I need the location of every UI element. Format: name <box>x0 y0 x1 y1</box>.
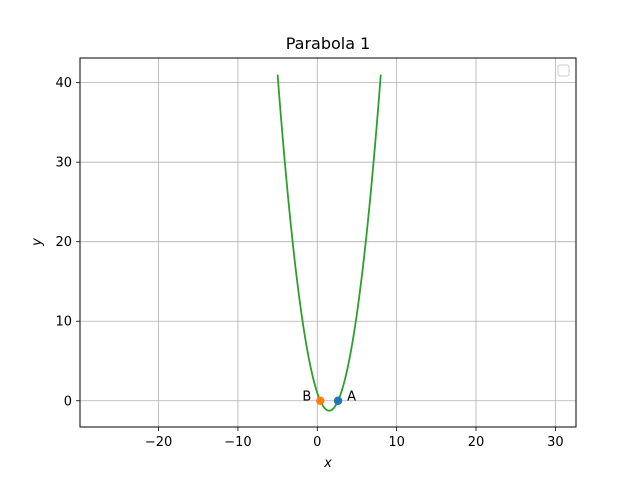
x-tick-label: 10 <box>388 435 405 450</box>
axes-frame <box>79 57 577 428</box>
y-tick-label: 30 <box>55 156 72 171</box>
point-a-label: A <box>347 389 356 404</box>
x-axis-ticks: −20 −10 0 10 20 30 <box>145 427 564 450</box>
grid-lines <box>80 58 576 427</box>
chart-title: Parabola 1 <box>286 34 371 53</box>
y-axis-ticks: 0 10 20 30 40 <box>55 76 80 409</box>
point-a-marker <box>333 396 343 405</box>
point-b-label: B <box>302 389 311 404</box>
y-axis-label: y <box>30 238 45 247</box>
parabola-curve <box>276 74 382 412</box>
y-tick-label: 40 <box>55 76 72 91</box>
x-tick-label: 0 <box>313 435 321 450</box>
x-tick-label: 30 <box>547 435 564 450</box>
y-tick-label: 0 <box>64 394 72 409</box>
plot-area: AB <box>276 74 382 412</box>
y-tick-label: 20 <box>55 235 72 250</box>
x-tick-label: −10 <box>224 435 251 450</box>
x-tick-label: 20 <box>468 435 485 450</box>
x-tick-label: −20 <box>145 435 172 450</box>
legend-box <box>557 64 570 77</box>
x-axis-label: x <box>323 456 332 471</box>
y-tick-label: 10 <box>55 315 72 330</box>
point-b-marker <box>316 396 325 405</box>
